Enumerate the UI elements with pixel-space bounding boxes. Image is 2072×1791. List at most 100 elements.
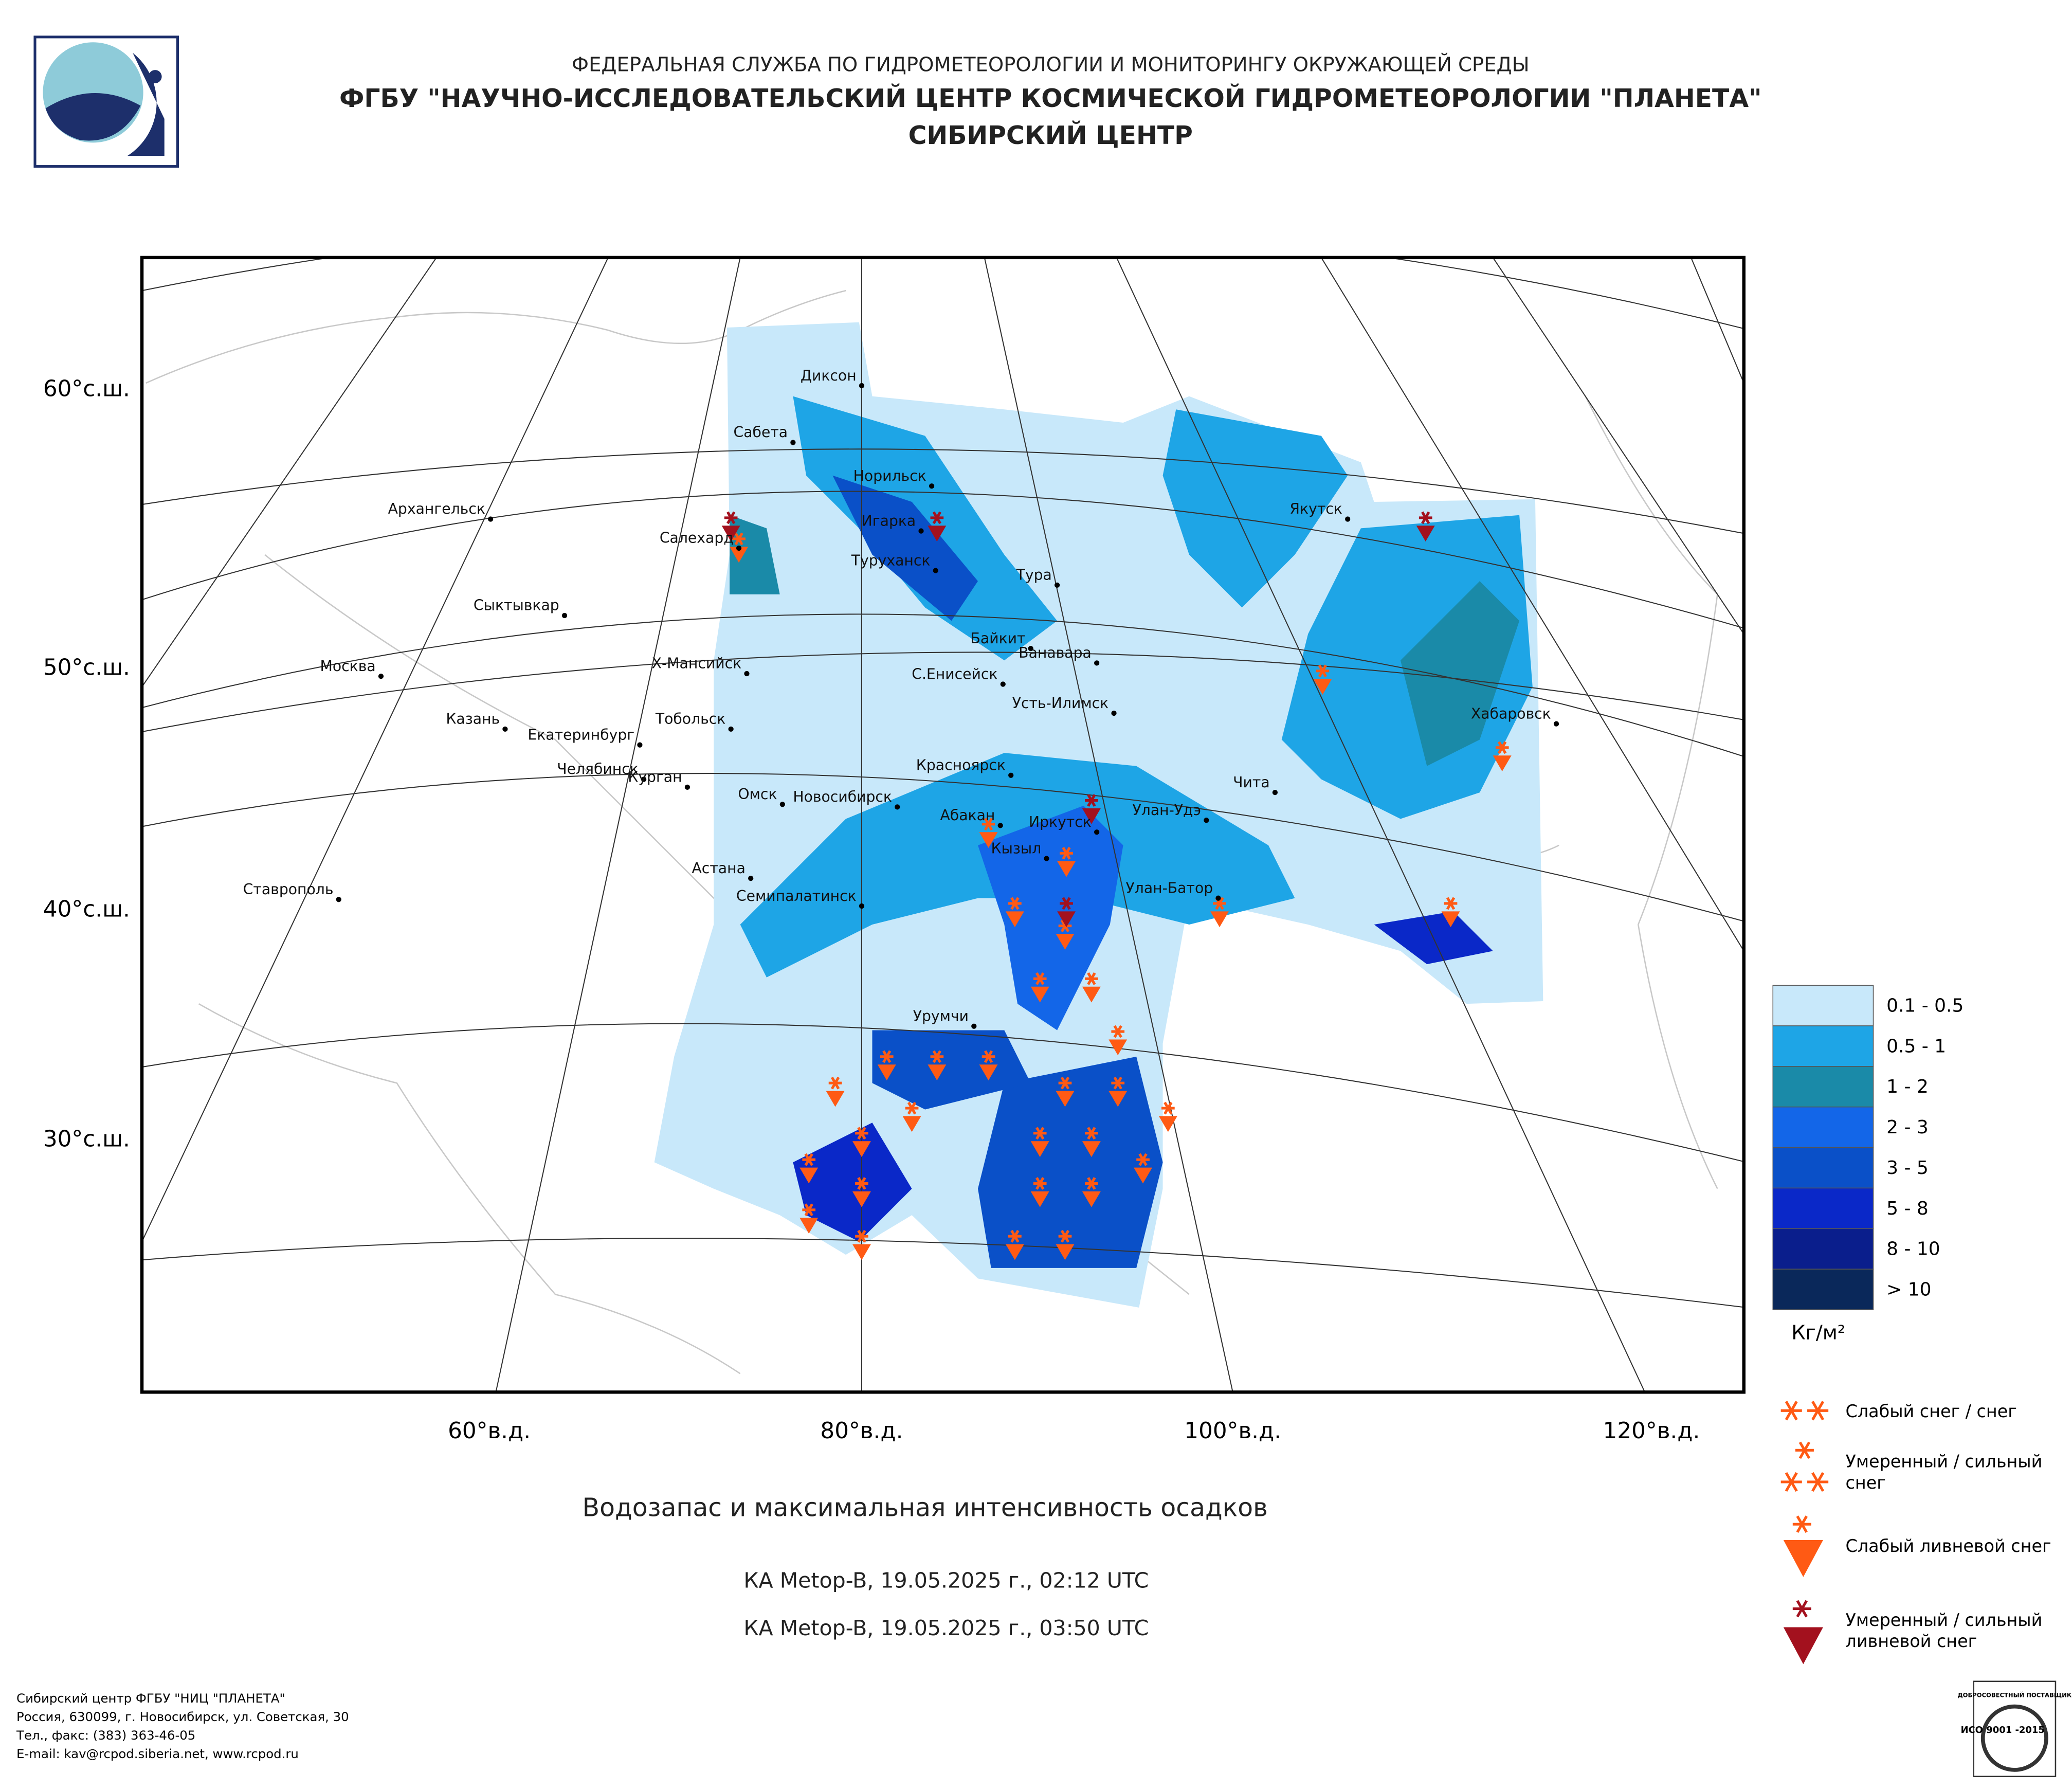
- snow-star: [1010, 1229, 1020, 1243]
- city-dot: [641, 776, 647, 782]
- city-label: Астана: [692, 860, 745, 877]
- snow-star: [932, 1050, 942, 1063]
- city-dot: [1272, 790, 1278, 795]
- city-label: Хабаровск: [1471, 705, 1551, 722]
- logo-arc: [127, 52, 165, 156]
- snow-star: [1421, 511, 1430, 524]
- pw-class-2: [1162, 409, 1348, 608]
- snow-star: [830, 1076, 840, 1090]
- badge-circle: [1980, 1704, 2048, 1772]
- city-dot: [748, 875, 754, 881]
- snow-star: [1035, 1177, 1045, 1190]
- city-label: Салехард: [660, 530, 734, 547]
- badge-frame: [1973, 1680, 2057, 1778]
- legend-swatch: [1772, 985, 1874, 1026]
- pw-class-6: [793, 1123, 912, 1242]
- snow-star: [1062, 846, 1071, 860]
- city-label: Екатеринбург: [528, 726, 634, 743]
- legend-swatch: [1772, 1187, 1874, 1229]
- meridian: [984, 257, 1233, 1392]
- legend-unit: Кг/м²: [1791, 1322, 1845, 1345]
- snow-star: [1796, 1600, 1808, 1618]
- city-dot: [336, 897, 341, 902]
- shower-triangle: [852, 1244, 871, 1260]
- coastline: [146, 290, 846, 384]
- city-dot: [378, 673, 384, 679]
- city-dot: [1094, 660, 1100, 666]
- shower-triangle: [1210, 911, 1229, 928]
- shower-triangle: [1108, 1039, 1128, 1056]
- city-label: Улан-Батор: [1126, 879, 1213, 896]
- legend-swatch: [1772, 1025, 1874, 1067]
- lon-label: 120°в.д.: [1603, 1418, 1700, 1444]
- city-label: Омск: [738, 786, 777, 803]
- footer-line: Тел., факс: (383) 363-46-05: [16, 1728, 195, 1743]
- logo-satellite: [148, 70, 162, 83]
- city-dot: [1204, 817, 1209, 823]
- city-label: Ванавара: [1019, 644, 1092, 661]
- city-label: Красноярск: [916, 756, 1006, 773]
- map: Диксон Сабета Норильск Игарка Салехард Туруха…: [142, 257, 1744, 1392]
- city-label: Игарка: [862, 512, 916, 529]
- city-dot: [1215, 895, 1221, 901]
- snow-star: [1035, 972, 1045, 985]
- city-label: Туруханск: [851, 552, 931, 569]
- snow-star: [882, 1050, 892, 1063]
- snow-star: [1798, 1441, 1811, 1459]
- meridian: [1320, 257, 1744, 951]
- city-label: Норильск: [853, 467, 926, 484]
- city-dot: [1111, 710, 1117, 716]
- graticule-labels: 60°с.ш. 50°с.ш. 40°с.ш. 30°с.ш. 60°в.д. 80°в.…: [43, 376, 1700, 1444]
- lon-label: 60°в.д.: [448, 1418, 531, 1444]
- coastline: [1585, 396, 1718, 1189]
- city-dot: [929, 483, 935, 489]
- city-label: Курган: [628, 769, 682, 786]
- shower-triangle: [1005, 911, 1024, 928]
- city-dot: [971, 1023, 977, 1029]
- snow-star: [804, 1203, 813, 1217]
- shower-triangle: [1082, 1141, 1101, 1157]
- snow-star: [857, 1177, 866, 1190]
- snow-star: [1215, 897, 1224, 910]
- city-dot: [918, 528, 924, 534]
- city-dot: [1028, 646, 1033, 652]
- shower-triangle: [1783, 1540, 1823, 1577]
- shower-triangle: [799, 1167, 819, 1184]
- shower-triangle: [1056, 933, 1075, 950]
- symbol-label: снег: [1846, 1473, 1886, 1493]
- city-label: Сыктывкар: [474, 597, 559, 614]
- pass-info: КА Metop-B, 19.05.2025 г., 02:12 UTC: [743, 1568, 1149, 1593]
- shower-triangle: [1057, 861, 1076, 877]
- shower-triangle: [902, 1116, 921, 1132]
- lon-label: 80°в.д.: [820, 1418, 903, 1444]
- meridian: [495, 257, 741, 1392]
- snow-star: [1087, 794, 1096, 807]
- snow-star: [1087, 1127, 1096, 1140]
- graticule: [142, 257, 1744, 1392]
- city-label: Чита: [1233, 774, 1270, 791]
- shower-triangle: [1030, 1191, 1049, 1207]
- pass-info: КА Metop-B, 19.05.2025 г., 03:50 UTC: [743, 1616, 1149, 1640]
- border-line: [198, 1003, 741, 1374]
- footer-line: Россия, 630099, г. Новосибирск, ул. Сове…: [16, 1709, 349, 1724]
- symbol-label: Слабый снег / снег: [1846, 1401, 2017, 1421]
- parallel: [142, 773, 1744, 922]
- shower-triangle: [928, 526, 947, 542]
- precipitable-water: [654, 322, 1543, 1308]
- shower-triangle: [852, 1141, 871, 1157]
- pw-class-3: [1400, 581, 1520, 766]
- header-agency: ФЕДЕРАЛЬНАЯ СЛУЖБА ПО ГИДРОМЕТЕОРОЛОГИИ …: [572, 52, 1530, 77]
- legend-label: 5 - 8: [1886, 1198, 1929, 1219]
- shower-triangle: [1416, 526, 1435, 542]
- pw-class-5: [977, 1056, 1163, 1268]
- shower-triangle: [730, 547, 749, 563]
- city-dot: [1553, 721, 1559, 727]
- snow-star: [1164, 1101, 1173, 1115]
- header-branch: СИБИРСКИЙ ЦЕНТР: [908, 121, 1193, 150]
- city-dot: [895, 804, 900, 810]
- city-label: Байкит: [971, 630, 1026, 647]
- snow-star: [984, 1050, 993, 1063]
- symbol-label: Слабый ливневой снег: [1846, 1536, 2051, 1556]
- logo-wave: [45, 93, 141, 141]
- footer-line: E-mail: kav@rcpod.siberia.net, www.rcpod…: [16, 1746, 299, 1761]
